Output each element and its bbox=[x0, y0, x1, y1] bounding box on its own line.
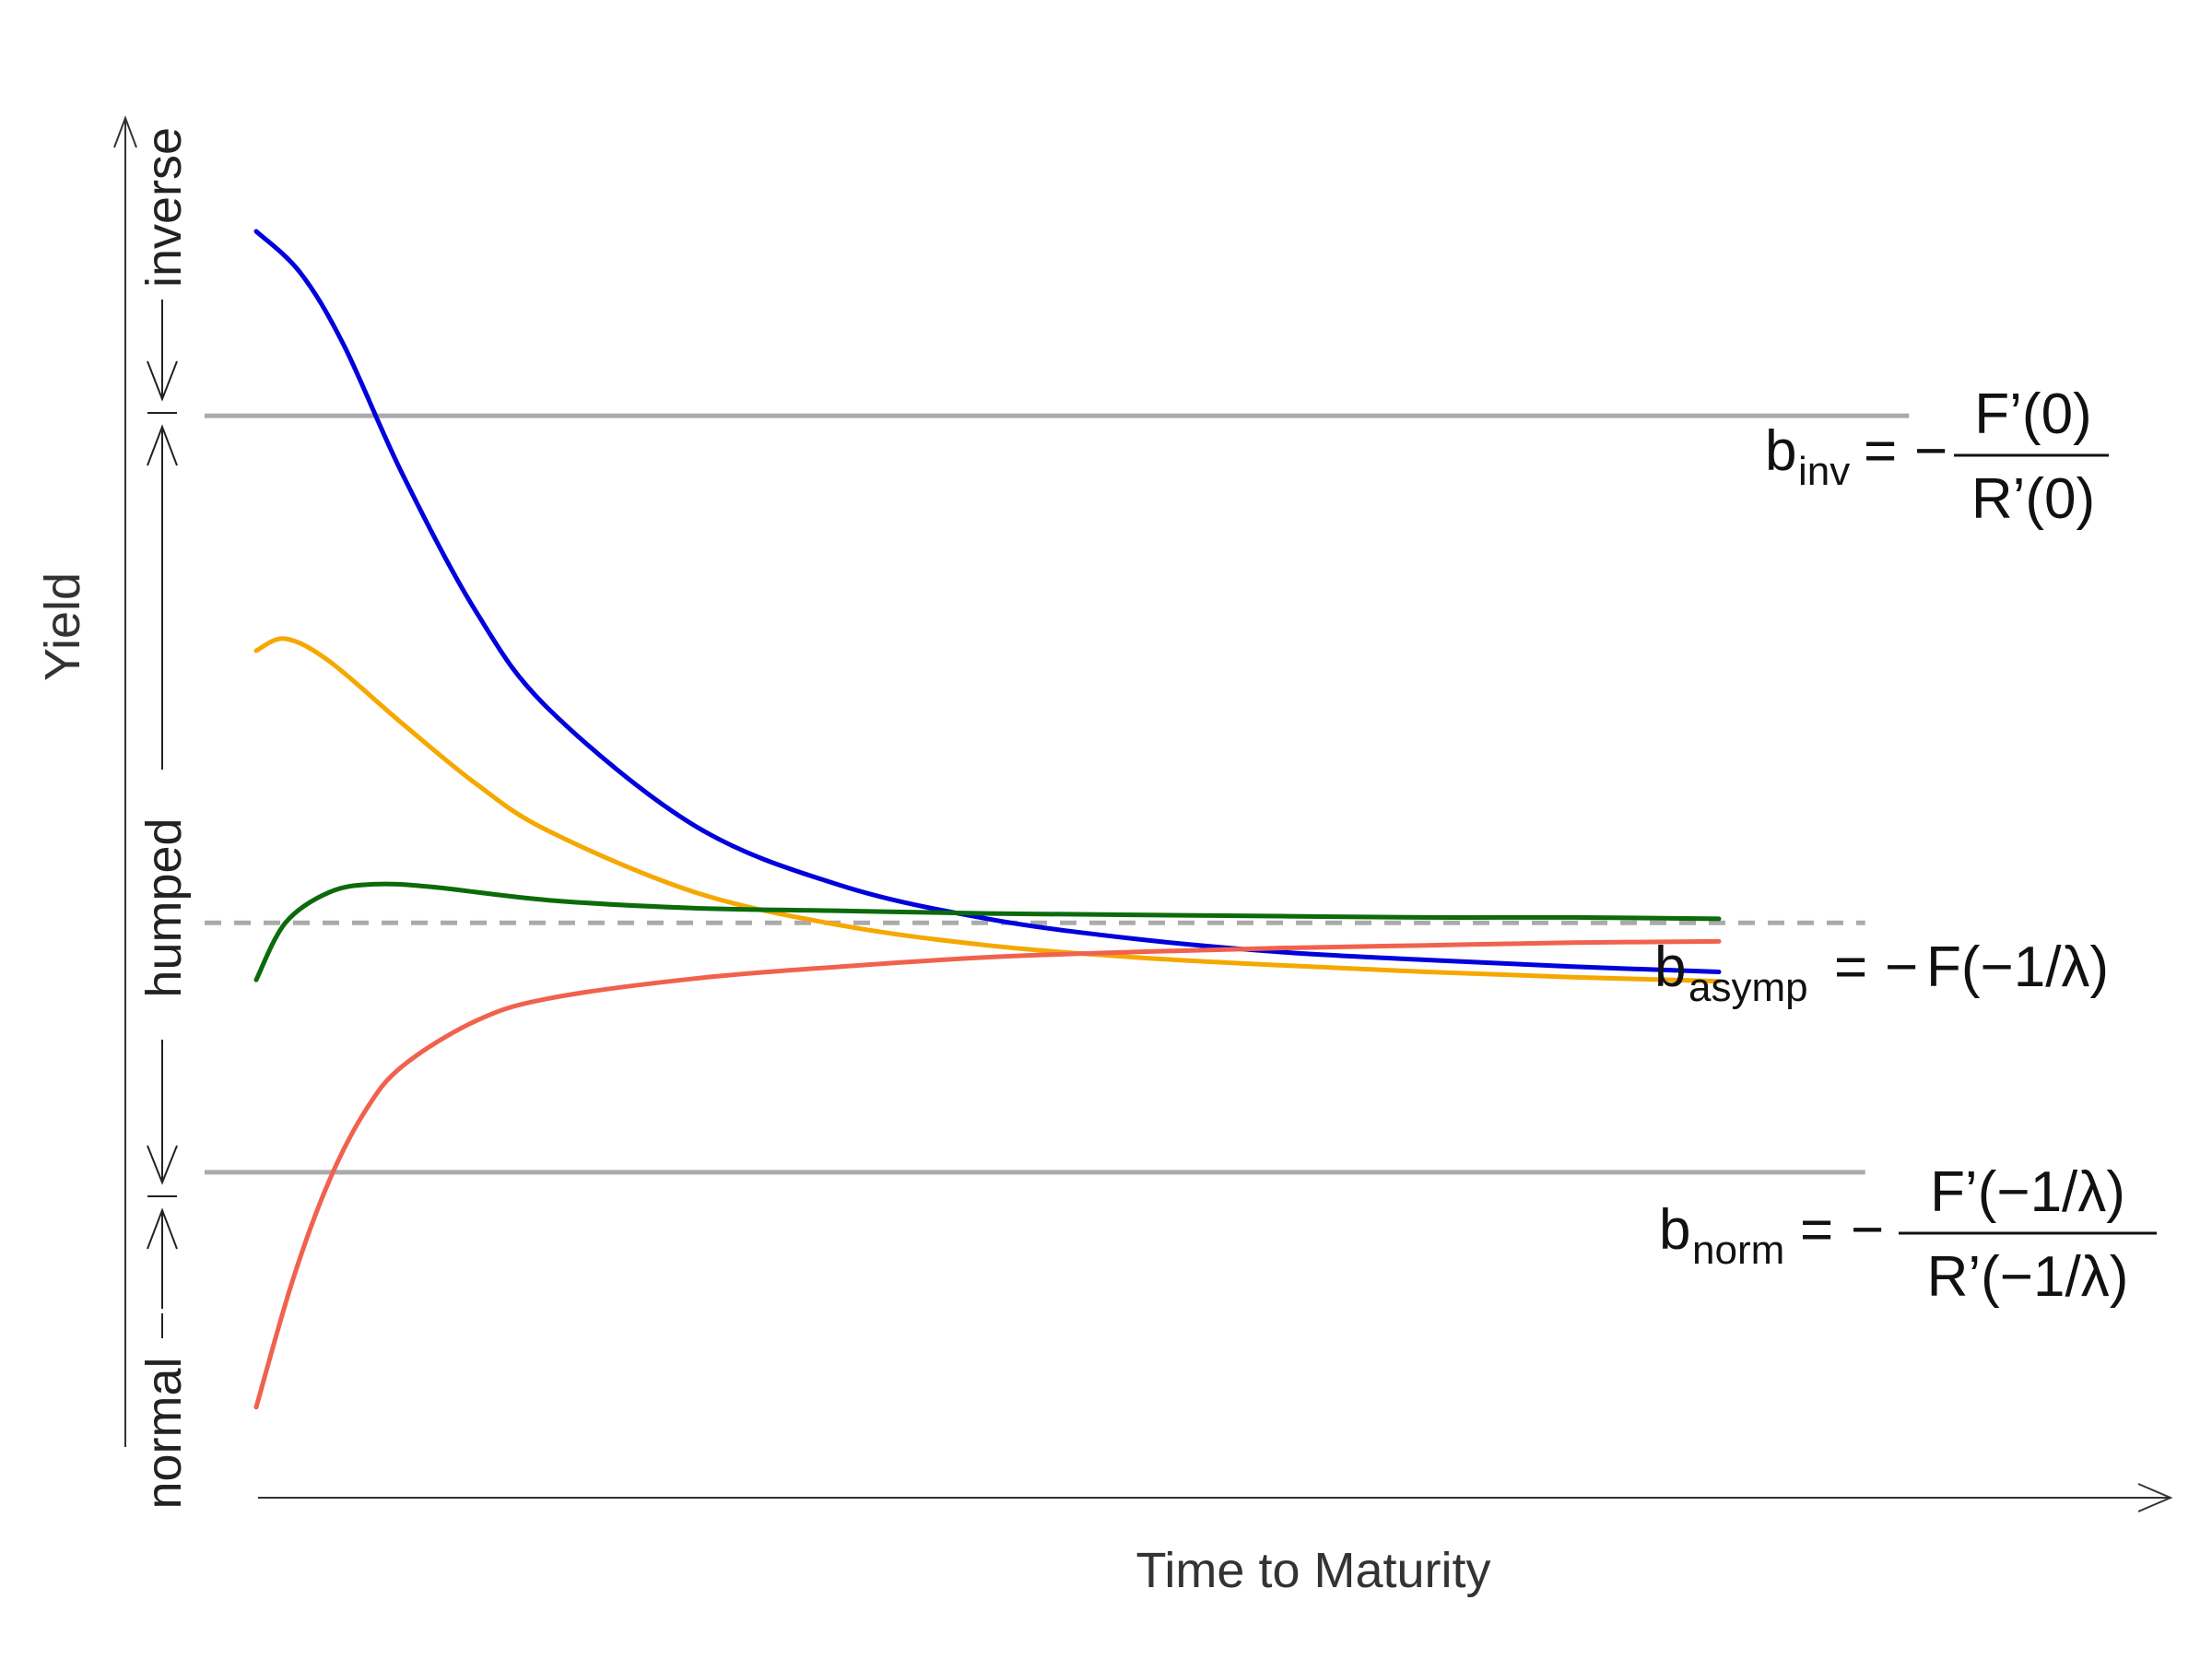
eq-inv-rel: = bbox=[1864, 419, 1897, 483]
y-axis-arrowhead bbox=[113, 115, 137, 148]
equation-normal-threshold: b norm = − F’(−1/λ) R’(−1/λ) bbox=[1659, 1160, 2157, 1309]
x-axis-title: Time to Maturity bbox=[1135, 1543, 1490, 1598]
eq-asymp-rel: = bbox=[1834, 935, 1867, 999]
x-axis-arrowhead bbox=[2137, 1483, 2173, 1512]
series-line-3 bbox=[253, 881, 1722, 982]
eq-inv-denominator: R’(0) bbox=[1971, 467, 2095, 531]
region-label-inverse: inverse bbox=[136, 127, 192, 288]
equation-inverse-threshold: b inv = − F’(0) R’(0) bbox=[1765, 382, 2109, 531]
series-group bbox=[253, 229, 1722, 1410]
eq-inv-sub: inv bbox=[1798, 449, 1850, 494]
eq-inv-numerator: F’(0) bbox=[1974, 382, 2091, 446]
y-axis-title: Yield bbox=[35, 572, 90, 681]
eq-norm-minus: − bbox=[1851, 1198, 1884, 1262]
region-brackets bbox=[147, 300, 178, 1338]
reference-lines bbox=[205, 413, 1910, 1175]
series-line-2 bbox=[253, 636, 1722, 984]
eq-inv-base: b bbox=[1765, 419, 1796, 483]
eq-inv-minus: − bbox=[1914, 419, 1947, 483]
eq-norm-numerator: F’(−1/λ) bbox=[1930, 1160, 2125, 1224]
series-line-1 bbox=[253, 229, 1722, 974]
eq-norm-sub: norm bbox=[1692, 1228, 1784, 1273]
eq-norm-denominator: R’(−1/λ) bbox=[1927, 1245, 2129, 1309]
y-axis bbox=[113, 115, 137, 1447]
x-axis bbox=[258, 1483, 2173, 1512]
region-label-normal: normal bbox=[136, 1357, 192, 1509]
eq-asymp-minus: − bbox=[1885, 935, 1918, 999]
series-line-4 bbox=[253, 938, 1722, 1410]
eq-asymp-base: b bbox=[1654, 935, 1686, 999]
eq-norm-rel: = bbox=[1800, 1198, 1833, 1262]
equation-asymptote: b asymp = − F(−1/λ) bbox=[1654, 935, 2109, 1010]
eq-asymp-sub: asymp bbox=[1688, 965, 1808, 1010]
region-label-humped: humped bbox=[136, 818, 192, 997]
eq-norm-base: b bbox=[1659, 1198, 1690, 1262]
eq-asymp-rhs: F(−1/λ) bbox=[1926, 935, 2109, 999]
